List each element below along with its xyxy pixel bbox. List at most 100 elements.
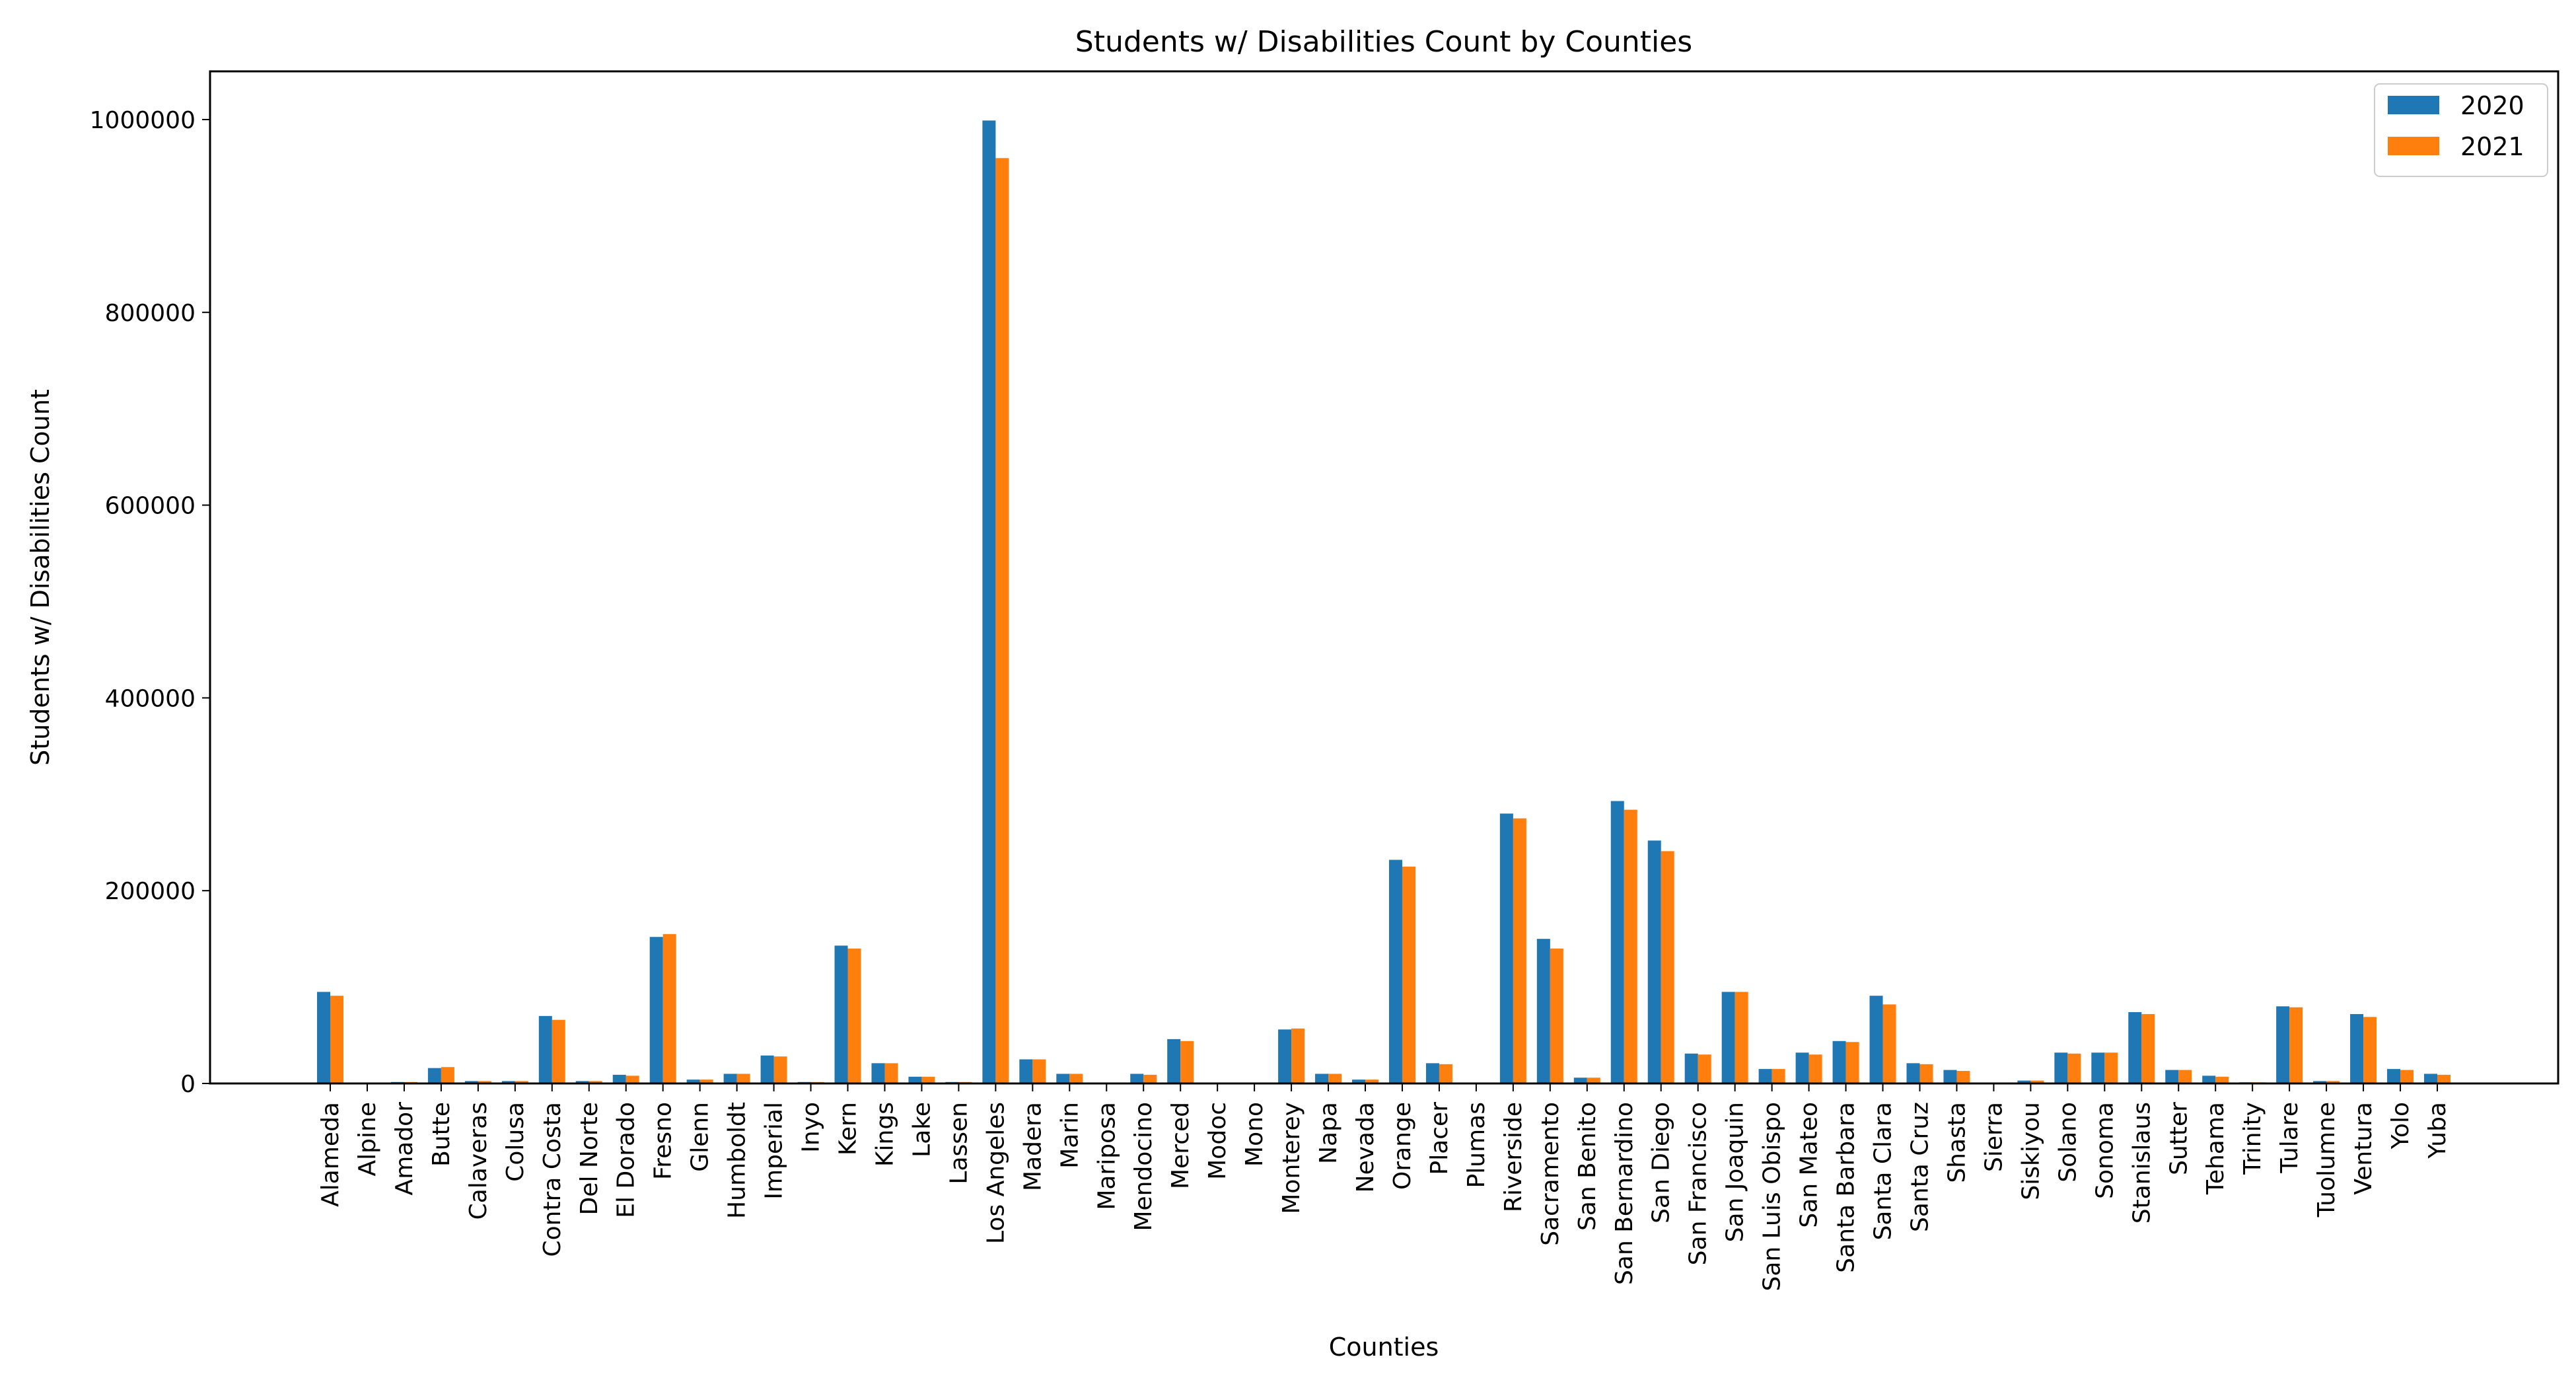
bar-2021-ventura (2363, 1017, 2377, 1083)
x-tick-label: Placer (1426, 1102, 1453, 1175)
x-tick-label: Imperial (761, 1102, 788, 1200)
bar-2021-shasta (1956, 1071, 1970, 1083)
x-tick-label: Santa Barbara (1833, 1102, 1860, 1273)
bar-2020-san-diego (1648, 840, 1661, 1083)
x-tick-label: Tulare (2276, 1102, 2303, 1174)
bar-2020-fresno (650, 937, 663, 1083)
bar-2020-stanislaus (2128, 1012, 2141, 1083)
bar-2020-tulare (2276, 1006, 2289, 1083)
bar-2021-san-francisco (1698, 1054, 1711, 1083)
y-tick-label: 400000 (105, 685, 196, 712)
bar-2021-los-angeles (995, 158, 1009, 1083)
bar-2020-imperial (761, 1056, 774, 1083)
x-tick-label: Siskiyou (2017, 1102, 2044, 1200)
x-tick-label: Riverside (1500, 1102, 1527, 1212)
x-tick-label: Nevada (1352, 1102, 1379, 1192)
x-tick-label: Napa (1315, 1102, 1342, 1164)
bar-2020-monterey (1278, 1029, 1291, 1083)
bar-2021-san-luis-obispo (1772, 1069, 1785, 1083)
x-tick-label: Sonoma (2091, 1102, 2118, 1199)
x-tick-label: Plumas (1463, 1102, 1490, 1188)
bar-2021-napa (1328, 1074, 1342, 1083)
bar-2021-san-joaquin (1735, 992, 1748, 1083)
bar-2021-san-mateo (1809, 1054, 1822, 1083)
bar-2021-mendocino (1143, 1075, 1157, 1083)
x-tick-label: San Bernardino (1611, 1102, 1638, 1285)
bar-2021-merced (1180, 1041, 1194, 1083)
bar-2020-el-dorado (613, 1075, 626, 1083)
chart-title: Students w/ Disabilities Count by Counti… (1075, 25, 1692, 59)
legend-label-2020: 2020 (2460, 91, 2524, 120)
bar-2020-solano (2054, 1052, 2067, 1083)
legend: 2020 2021 (2375, 84, 2548, 176)
x-tick-label: Tuolumne (2313, 1102, 2340, 1218)
bar-2020-san-francisco (1685, 1054, 1698, 1083)
x-tick-label: San Mateo (1796, 1102, 1823, 1228)
bar-2021-monterey (1291, 1029, 1305, 1083)
bar-2020-tehama (2202, 1076, 2215, 1083)
bar-2020-riverside (1500, 813, 1513, 1083)
x-tick-label: Sierra (1980, 1102, 2007, 1172)
bar-2020-ventura (2350, 1014, 2363, 1083)
x-tick-label: Solano (2054, 1102, 2081, 1183)
bar-2021-orange (1402, 867, 1415, 1083)
x-axis-label: Counties (1329, 1333, 1439, 1362)
bar-2021-tehama (2215, 1077, 2229, 1083)
bar-2021-madera (1032, 1060, 1046, 1083)
bar-2021-lake (921, 1077, 935, 1083)
x-tick-label: Yolo (2387, 1102, 2414, 1150)
bar-2020-humboldt (724, 1074, 737, 1083)
y-axis-label: Students w/ Disabilities Count (26, 389, 55, 766)
x-tick-label: Trinity (2239, 1102, 2266, 1175)
x-tick-label: San Diego (1648, 1102, 1675, 1224)
x-tick-label: Del Norte (576, 1102, 603, 1215)
bar-2020-sonoma (2091, 1052, 2104, 1083)
bar-2020-merced (1167, 1039, 1180, 1083)
x-tick-label: Fresno (650, 1102, 677, 1180)
x-tick-label: Alpine (354, 1102, 381, 1176)
x-tick-label: Alameda (317, 1102, 344, 1207)
bar-2021-santa-cruz (1919, 1064, 1933, 1083)
y-tick-label: 0 (180, 1071, 196, 1098)
x-tick-label: Mono (1241, 1102, 1268, 1167)
bar-2021-fresno (663, 934, 676, 1083)
bar-2021-sutter (2178, 1070, 2192, 1083)
bar-2021-solano (2067, 1054, 2081, 1083)
x-tick-label: Amador (391, 1102, 418, 1196)
x-tick-label: Contra Costa (539, 1102, 566, 1257)
bar-2020-kern (835, 945, 848, 1083)
x-tick-label: Kings (871, 1102, 898, 1167)
bar-2020-marin (1056, 1074, 1069, 1083)
bar-2020-sacramento (1537, 939, 1550, 1083)
bar-2020-mendocino (1130, 1074, 1143, 1083)
x-tick-label: Lake (908, 1102, 935, 1157)
bar-2020-orange (1389, 860, 1402, 1084)
y-tick-label: 200000 (105, 878, 196, 905)
bar-2021-el-dorado (626, 1076, 639, 1083)
bar-2020-san-mateo (1796, 1052, 1809, 1083)
bar-2021-humboldt (737, 1074, 750, 1083)
x-tick-label: Modoc (1204, 1102, 1231, 1180)
bar-2020-santa-clara (1870, 996, 1883, 1083)
x-tick-label: Glenn (687, 1102, 714, 1172)
bar-2020-butte (428, 1068, 441, 1083)
x-tick-label: Santa Clara (1870, 1102, 1897, 1240)
bar-2021-alameda (330, 996, 343, 1083)
bar-2021-san-diego (1661, 851, 1674, 1083)
bar-2021-stanislaus (2141, 1014, 2155, 1083)
x-tick-label: Tehama (2202, 1102, 2229, 1195)
bar-2020-sutter (2165, 1070, 2178, 1083)
x-tick-label: Lassen (945, 1102, 972, 1185)
x-tick-label: El Dorado (613, 1102, 640, 1218)
x-tick-label: Marin (1056, 1102, 1083, 1169)
bar-2020-san-bernardino (1611, 801, 1624, 1084)
x-tick-label: Sacramento (1537, 1102, 1564, 1246)
bar-2020-placer (1426, 1063, 1439, 1083)
bar-2021-yolo (2400, 1070, 2414, 1083)
bar-2021-riverside (1513, 819, 1526, 1083)
bar-2020-napa (1315, 1074, 1328, 1083)
x-tick-label: Los Angeles (982, 1102, 1009, 1244)
bar-2021-santa-clara (1883, 1004, 1896, 1083)
x-tick-label: Stanislaus (2128, 1102, 2155, 1224)
